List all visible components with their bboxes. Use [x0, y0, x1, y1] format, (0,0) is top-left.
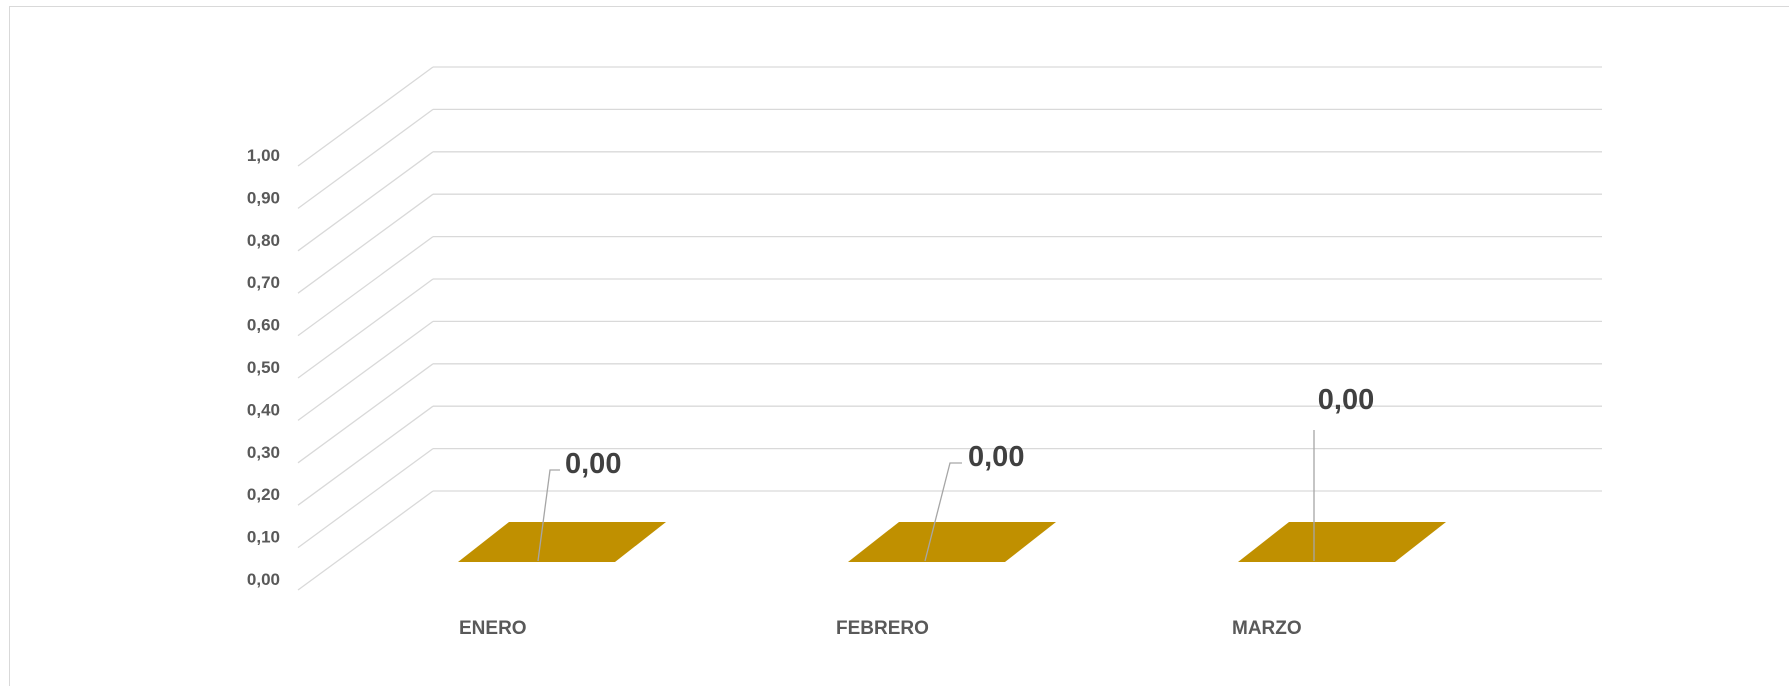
x-axis-categories: ENERO FEBRERO MARZO	[459, 618, 1302, 639]
y-tick-label: 0,20	[247, 485, 280, 504]
y-tick-label: 1,00	[247, 146, 280, 165]
gridline-side	[297, 320, 434, 421]
gridline-side	[297, 151, 434, 252]
gridline-side	[297, 108, 434, 209]
bars	[458, 522, 1446, 562]
bar	[458, 522, 666, 562]
x-category-label: ENERO	[459, 618, 527, 639]
y-tick-label: 0,40	[247, 400, 280, 419]
gridline-side	[297, 448, 434, 549]
y-tick-label: 0,50	[247, 358, 280, 377]
chart-frame	[9, 6, 1789, 686]
y-tick-label: 0,00	[247, 570, 280, 589]
y-tick-label: 0,80	[247, 231, 280, 250]
y-tick-label: 0,60	[247, 316, 280, 335]
gridline-side	[297, 193, 434, 294]
x-category-label: MARZO	[1232, 618, 1302, 639]
data-label: 0,00	[1318, 384, 1374, 416]
data-label: 0,00	[968, 441, 1024, 473]
gridline-side	[297, 236, 434, 337]
leader-line	[537, 469, 560, 562]
y-tick-label: 0,90	[247, 188, 280, 207]
leader-line	[924, 462, 962, 562]
data-label: 0,00	[565, 448, 621, 480]
gridline-side	[297, 490, 434, 591]
bar	[1238, 522, 1446, 562]
gridline-side	[297, 66, 434, 167]
gridline-side	[297, 405, 434, 506]
data-labels: 0,00 0,00 0,00	[565, 384, 1374, 480]
bar	[848, 522, 1056, 562]
gridline-side	[297, 278, 434, 379]
leader-lines	[537, 430, 1315, 562]
y-tick-label: 0,10	[247, 528, 280, 547]
gridlines	[297, 66, 1602, 591]
y-tick-label: 0,30	[247, 443, 280, 462]
x-category-label: FEBRERO	[836, 618, 929, 639]
gridline-side	[297, 363, 434, 464]
y-tick-label: 0,70	[247, 273, 280, 292]
y-axis-ticks: 0,00 0,10 0,20 0,30 0,40 0,50 0,60 0,70 0,80 0,90…	[247, 146, 280, 589]
